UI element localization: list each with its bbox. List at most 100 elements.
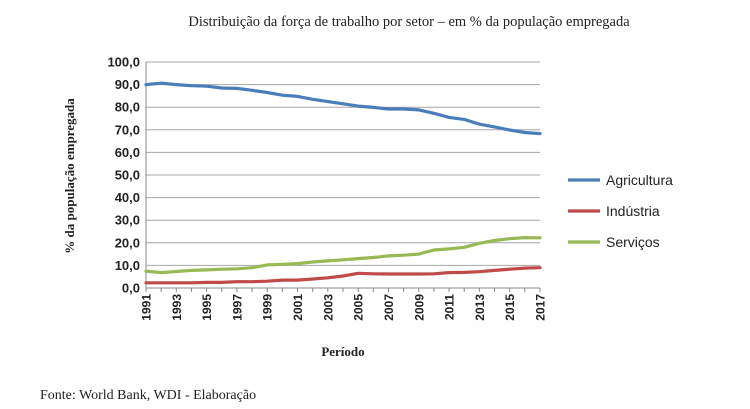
x-tick-label: 1997 [230, 294, 244, 321]
data-point [250, 89, 254, 92]
data-point [508, 268, 511, 271]
x-axis-label: Período [321, 344, 364, 359]
x-tick-labels: 1991 1993 1995 1997 1999 2001 2003 2005 2007 2009… [140, 294, 548, 321]
data-point [311, 260, 314, 264]
data-point [159, 271, 163, 274]
x-tick-label: 2001 [291, 294, 305, 321]
data-point [402, 107, 405, 111]
data-point [402, 272, 405, 276]
data-point [493, 239, 496, 242]
data-point [144, 83, 148, 86]
y-axis-label: % da população empregada [62, 98, 77, 254]
legend: Agricultura Indústria Serviços [568, 172, 673, 250]
axes [145, 62, 541, 292]
data-point [538, 236, 542, 240]
y-tick-label: 0,0 [122, 281, 140, 296]
data-point [372, 106, 375, 109]
data-point [523, 236, 527, 239]
data-point [266, 263, 269, 267]
series-line-agricultura [144, 81, 542, 136]
data-point [190, 269, 193, 272]
source-note: Fonte: World Bank, WDI - Elaboração [40, 388, 256, 403]
data-point [326, 259, 330, 263]
y-tick-label: 40,0 [115, 190, 140, 205]
data-point [326, 100, 330, 103]
data-point [447, 247, 451, 251]
data-point [372, 256, 375, 259]
data-point [447, 271, 451, 274]
data-point [478, 242, 481, 245]
series-industria [144, 266, 542, 285]
data-point [341, 274, 345, 278]
data-point [538, 132, 542, 135]
legend-item-industria: Indústria [568, 203, 660, 219]
data-point [372, 272, 375, 275]
data-point [235, 280, 239, 283]
data-point [250, 280, 254, 283]
data-point [235, 87, 239, 90]
x-tick-label: 2003 [321, 294, 335, 321]
x-tick-label: 2009 [412, 294, 426, 321]
data-point [508, 128, 511, 132]
x-tick-label: 2007 [382, 294, 396, 321]
data-point [356, 104, 360, 108]
gridlines [146, 61, 540, 289]
data-point [296, 278, 299, 282]
data-point [447, 116, 451, 119]
y-tick-label: 20,0 [115, 235, 140, 250]
data-point [205, 84, 208, 88]
series-servicos [144, 236, 542, 275]
data-point [432, 248, 436, 252]
data-point [356, 272, 360, 275]
data-point [463, 271, 466, 274]
x-tick-label: 2013 [473, 294, 487, 321]
data-point [402, 254, 405, 257]
data-point [220, 86, 223, 90]
y-tick-labels: 0,0 10,0 20,0 30,0 40,0 50,0 60,0 70,0 80,0 90,0 1… [107, 55, 140, 296]
data-point [523, 266, 527, 270]
y-tick-label: 70,0 [115, 122, 140, 137]
data-point [341, 258, 345, 261]
data-point [478, 122, 481, 126]
data-point [190, 84, 193, 87]
data-point [387, 107, 390, 111]
data-point [311, 277, 314, 281]
data-point [538, 266, 542, 269]
x-tick-label: 2017 [534, 294, 548, 321]
x-tick-label: 1993 [170, 294, 184, 321]
legend-item-servicos: Serviços [568, 234, 660, 250]
data-point [387, 272, 390, 276]
legend-item-agricultura: Agricultura [568, 172, 673, 188]
data-point [463, 118, 466, 121]
data-point [417, 108, 420, 112]
x-tick-label: 1991 [140, 294, 154, 321]
data-point [311, 98, 314, 101]
data-point [159, 281, 163, 285]
y-tick-label: 90,0 [115, 77, 140, 92]
data-point [432, 272, 436, 275]
data-point [235, 267, 239, 270]
x-tick-label: 1995 [200, 294, 214, 321]
data-point [190, 281, 193, 285]
data-point [144, 281, 148, 285]
y-tick-label: 10,0 [115, 258, 140, 273]
data-point [144, 269, 148, 273]
data-point [205, 281, 208, 284]
y-tick-label: 60,0 [115, 145, 140, 160]
data-point [508, 237, 511, 240]
legend-label: Agricultura [606, 172, 673, 188]
data-point [493, 125, 496, 129]
data-point [281, 94, 284, 97]
y-tick-label: 50,0 [115, 168, 140, 183]
data-point [281, 263, 284, 266]
data-point [296, 262, 299, 265]
legend-label: Serviços [606, 234, 660, 250]
legend-label: Indústria [606, 203, 660, 219]
data-point [387, 254, 390, 258]
y-tick-label: 100,0 [107, 55, 140, 70]
data-point [417, 252, 420, 256]
data-point [266, 91, 269, 94]
series-lines [144, 81, 542, 285]
series-agricultura [144, 81, 542, 136]
